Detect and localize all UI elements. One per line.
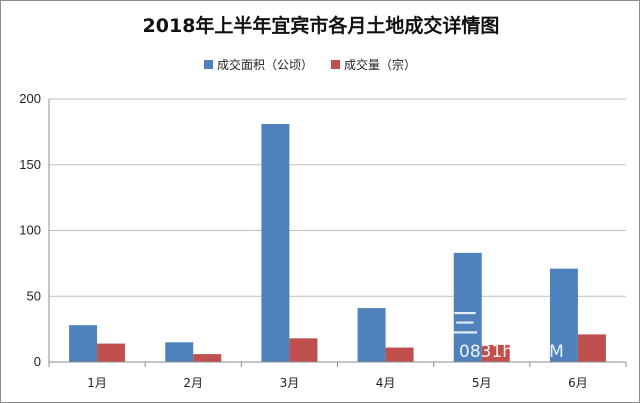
x-tick-label: 2月 [183, 376, 203, 390]
bar-count [289, 338, 318, 362]
x-tick-label: 4月 [376, 376, 396, 390]
legend-label: 成交量（宗） [344, 57, 416, 72]
y-tick-label: 150 [19, 157, 41, 172]
grid-lines [49, 98, 626, 297]
x-tick-label: 6月 [568, 376, 588, 390]
bar-count [481, 344, 510, 362]
bar-area [357, 308, 386, 362]
bar-count [577, 334, 606, 362]
legend-swatch [204, 60, 213, 69]
y-tick-label: 0 [34, 354, 41, 369]
bar-count [97, 343, 126, 362]
axes: 0 50 100 150 200 1月 2月 3月 4月 5月 6月 [19, 91, 627, 390]
legend-swatch [331, 60, 340, 69]
legend: 成交面积（公顷） 成交量（宗） [204, 57, 416, 72]
watermark-line1: 三 产网 [451, 307, 544, 340]
bar-area [261, 123, 290, 362]
bar-area [69, 325, 98, 362]
bars [69, 123, 606, 362]
bar-count [385, 347, 414, 362]
x-tick-label: 1月 [87, 376, 107, 390]
y-tick-label: 50 [27, 288, 41, 303]
y-tick-label: 200 [19, 91, 41, 106]
legend-label: 成交面积（公顷） [217, 57, 313, 72]
y-tick-label: 100 [19, 223, 41, 238]
bar-area [165, 342, 194, 362]
bar-area [549, 268, 578, 362]
x-tick-label: 3月 [280, 376, 300, 390]
bar-count [193, 354, 222, 362]
x-tick-label: 5月 [472, 376, 492, 390]
watermark-line2: 0831h .COM [459, 342, 564, 362]
bar-area [453, 252, 482, 362]
chart-title: 2018年上半年宜宾市各月土地成交详情图 [142, 15, 500, 37]
